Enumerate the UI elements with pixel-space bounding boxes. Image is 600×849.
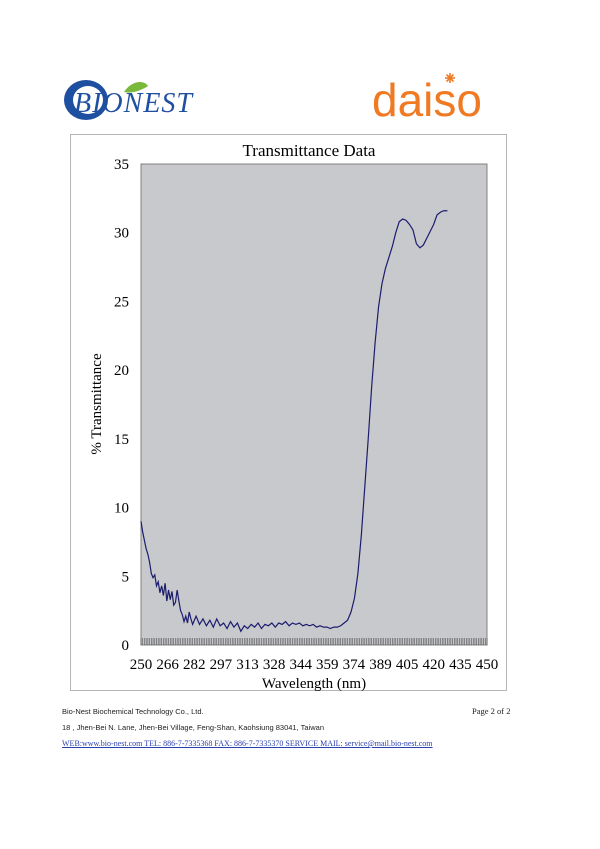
y-tick-label: 30	[114, 226, 129, 242]
page-number: Page 2 of 2	[472, 706, 511, 716]
x-tick-label: 420	[423, 657, 446, 673]
chart-title: Transmittance Data	[243, 141, 376, 160]
y-axis-label: % Transmittance	[89, 353, 105, 455]
daiso-logo-star-icon	[445, 73, 455, 83]
bionest-logo-leaf	[124, 82, 148, 93]
bionest-logo-text: BIONEST	[74, 88, 194, 119]
x-tick-label: 250	[130, 657, 153, 673]
x-tick-label: 389	[369, 657, 392, 673]
x-tick-label: 405	[396, 657, 419, 673]
x-tick-label: 374	[343, 657, 366, 673]
x-tick-label: 328	[263, 657, 286, 673]
transmittance-series-line	[140, 210, 448, 633]
y-tick-label: 5	[122, 569, 130, 585]
x-tick-label: 297	[210, 657, 233, 673]
y-tick-label: 20	[114, 363, 129, 379]
y-tick-label: 15	[114, 432, 129, 448]
x-tick-label: 359	[316, 657, 339, 673]
x-minor-ticks	[140, 638, 488, 645]
daiso-logo-text: daiso	[372, 74, 482, 126]
y-tick-label: 0	[122, 638, 130, 654]
x-tick-label: 282	[183, 657, 206, 673]
footer-address: 18 , Jhen-Bei N. Lane, Jhen-Bei Village,…	[62, 723, 324, 732]
x-tick-label: 450	[476, 657, 499, 673]
x-tick-label: 435	[449, 657, 472, 673]
bionest-logo: BIONEST	[64, 80, 194, 120]
y-tick-label: 35	[114, 157, 129, 173]
x-tick-label: 266	[156, 657, 179, 673]
bionest-logo-swoosh-inner	[73, 86, 103, 114]
daiso-logo: daiso	[372, 73, 482, 126]
x-tick-label: 313	[236, 657, 259, 673]
y-tick-label: 10	[114, 501, 129, 517]
plot-area	[140, 163, 488, 646]
x-axis-label: Wavelength (nm)	[262, 676, 366, 691]
footer-contact-link[interactable]: WEB:www.bio-nest.com TEL: 886-7-7335368 …	[62, 739, 433, 748]
x-tick-labels: 250 266 282 297 313 328 344 359 374 389 405 420 435 4…	[130, 657, 499, 673]
y-tick-label: 25	[114, 294, 129, 310]
y-tick-labels: 0 5 10 15 20 25 30 35	[114, 157, 129, 654]
transmittance-chart: Transmittance Data 0 5 10 15 20 25 30 35 250 266…	[70, 134, 507, 691]
footer-company: Bio-Nest Biochemical Technology Co., Ltd…	[62, 707, 204, 716]
x-tick-label: 344	[289, 657, 312, 673]
